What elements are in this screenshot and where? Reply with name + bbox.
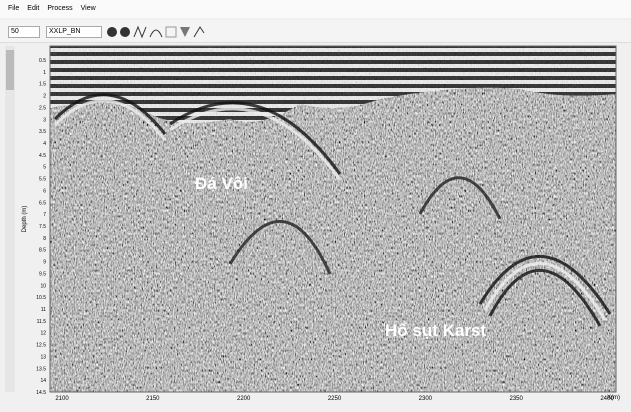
y-tick-label: 10.5 [36,295,46,301]
scrollbar[interactable] [5,46,15,392]
y-tick-label: 9.5 [39,271,46,277]
toolbar: 50 XXLP_BN [0,20,631,43]
y-tick-label: 4 [43,141,46,147]
menu-bar: File Edit Process View [0,0,631,18]
y-tick-label: 9 [43,260,46,266]
x-tick-label: 2400 [600,396,614,402]
x-axis-label: X(m) [607,395,620,401]
y-tick-label: 4.5 [39,153,46,159]
y-tick-label: 8.5 [39,248,46,254]
annotation: Hố sụt Karst [385,321,486,340]
menu-item[interactable]: Edit [27,5,40,12]
y-tick-label: 11.5 [37,319,47,325]
radargram-image: Đá Vôi Hố sụt Karst [50,46,616,392]
y-tick-label: 1.5 [39,82,46,88]
y-tick-label: 2.5 [39,105,46,111]
y-tick-label: 14.5 [36,390,46,396]
x-tick-label: 2200 [237,396,251,402]
tool-icon[interactable] [120,27,130,37]
menu-item[interactable]: View [80,5,96,12]
y-axis-label: Depth (m) [22,206,28,233]
y-tick-label: 10 [40,283,46,289]
y-tick-label: 3 [43,117,46,123]
y-tick-label: 7 [43,212,46,218]
x-tick-label: 2150 [146,396,160,402]
y-tick-label: 7.5 [39,224,46,230]
menu-item[interactable]: File [8,5,20,12]
scroll-thumb[interactable] [6,50,14,90]
y-tick-label: 0.5 [39,58,46,64]
y-tick-label: 5.5 [39,177,46,183]
y-tick-label: 12 [40,331,46,337]
annotation: Đá Vôi [195,174,248,193]
y-tick-label: 6.5 [39,200,46,206]
profile-select[interactable]: XXLP_BN [46,26,102,38]
y-tick-label: 3.5 [39,129,46,135]
tool-icon[interactable] [193,26,205,38]
menu-item[interactable]: Process [47,5,73,12]
y-tick-label: 12.5 [36,343,46,349]
y-tick-label: 11 [41,307,46,313]
x-tick-label: 2250 [328,396,342,402]
tool-icon[interactable] [180,27,190,37]
plot-frame [49,45,617,393]
x-tick-label: 2100 [55,396,69,402]
y-tick-label: 5 [43,165,46,171]
y-tick-label: 8 [43,236,46,242]
y-tick-label: 1 [43,70,46,76]
y-tick-label: 6 [43,188,46,194]
x-tick-label: 2350 [509,396,523,402]
tool-icon[interactable] [165,26,177,38]
tool-icon[interactable] [149,29,163,38]
y-tick-label: 2 [43,94,46,100]
y-tick-label: 13 [40,354,46,360]
y-tick-label: 13.5 [36,366,46,372]
x-tick-label: 2300 [419,396,433,402]
tool-icon[interactable] [133,25,147,39]
tool-icon[interactable] [107,27,117,37]
y-tick-label: 14 [40,378,46,384]
field-input[interactable]: 50 [8,26,40,38]
radargram-panel: Đá Vôi Hố sụt Karst Depth (m) X(m) 0.511… [5,45,620,402]
tool-icons [107,25,205,39]
